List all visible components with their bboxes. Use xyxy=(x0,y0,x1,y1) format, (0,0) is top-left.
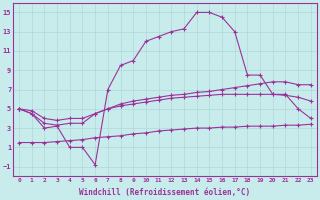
X-axis label: Windchill (Refroidissement éolien,°C): Windchill (Refroidissement éolien,°C) xyxy=(79,188,251,197)
